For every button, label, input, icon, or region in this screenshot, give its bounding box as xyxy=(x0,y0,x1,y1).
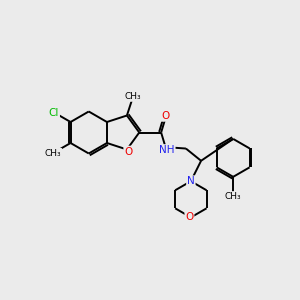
Text: CH₃: CH₃ xyxy=(124,92,141,101)
Text: CH₃: CH₃ xyxy=(45,149,61,158)
Text: N: N xyxy=(187,176,195,186)
Text: CH₃: CH₃ xyxy=(225,192,242,201)
Text: O: O xyxy=(185,212,194,222)
Text: Cl: Cl xyxy=(49,108,59,118)
Text: O: O xyxy=(161,111,169,121)
Text: NH: NH xyxy=(159,145,175,155)
Text: O: O xyxy=(124,146,133,157)
